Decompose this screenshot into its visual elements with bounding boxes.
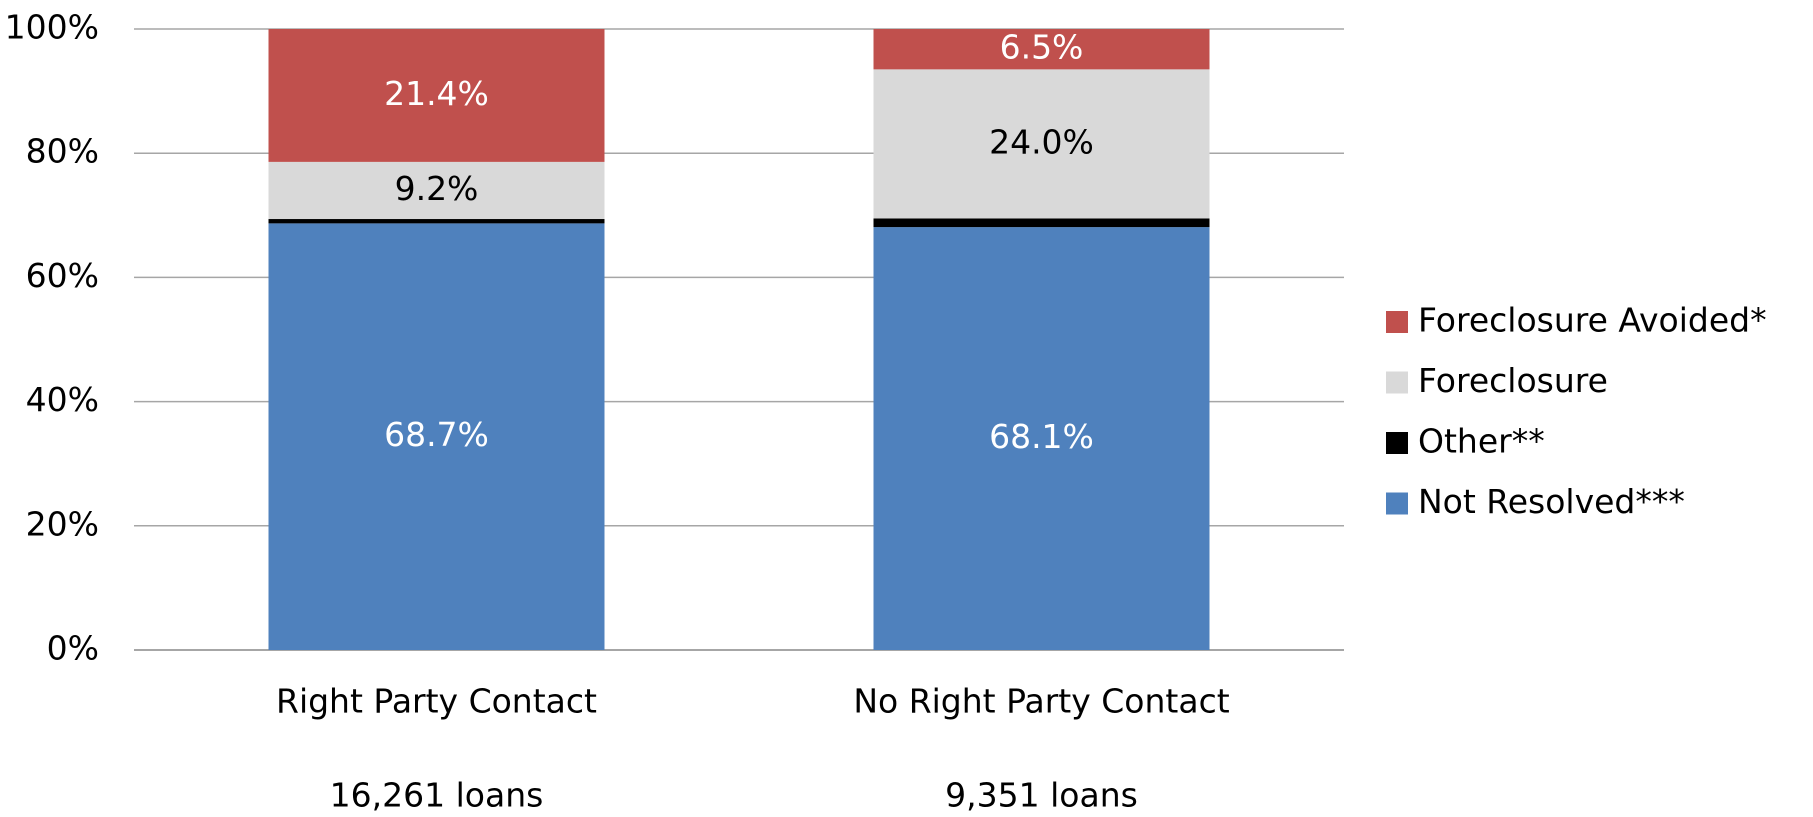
- data-label: 9.2%: [395, 169, 479, 208]
- legend-swatch: [1386, 432, 1408, 454]
- legend-label: Foreclosure: [1418, 361, 1608, 400]
- legend-label: Foreclosure Avoided*: [1418, 301, 1767, 340]
- y-tick-label: 20%: [26, 504, 99, 543]
- bar-segment: [873, 69, 1210, 219]
- x-tick-label: Right Party Contact: [276, 682, 597, 721]
- legend-label: Other**: [1418, 422, 1545, 461]
- data-label: 6.5%: [1000, 28, 1084, 67]
- y-tick-label: 100%: [5, 8, 99, 47]
- bar-segment: [873, 218, 1210, 228]
- data-label: 68.1%: [989, 417, 1094, 456]
- x-tick-label: No Right Party Contact: [853, 682, 1229, 721]
- data-label: 68.7%: [384, 415, 489, 454]
- legend-label: Not Resolved***: [1418, 482, 1685, 521]
- category-note: 16,261 loans: [330, 776, 544, 815]
- data-label: 21.4%: [384, 74, 489, 113]
- y-tick-label: 0%: [47, 629, 99, 668]
- y-tick-label: 60%: [26, 256, 99, 295]
- y-tick-label: 40%: [26, 380, 99, 419]
- bar-segment: [268, 223, 605, 651]
- bar-segment: [268, 161, 605, 220]
- category-note: 9,351 loans: [945, 776, 1138, 815]
- data-label: 24.0%: [989, 122, 1094, 161]
- y-tick-label: 80%: [26, 132, 99, 171]
- bar-segment: [268, 29, 605, 162]
- bar-segment: [268, 219, 605, 224]
- legend-swatch: [1386, 492, 1408, 515]
- legend-swatch: [1386, 311, 1408, 333]
- legend-swatch: [1386, 371, 1408, 394]
- bar-segment: [873, 29, 1210, 70]
- bar-segment: [873, 227, 1210, 650]
